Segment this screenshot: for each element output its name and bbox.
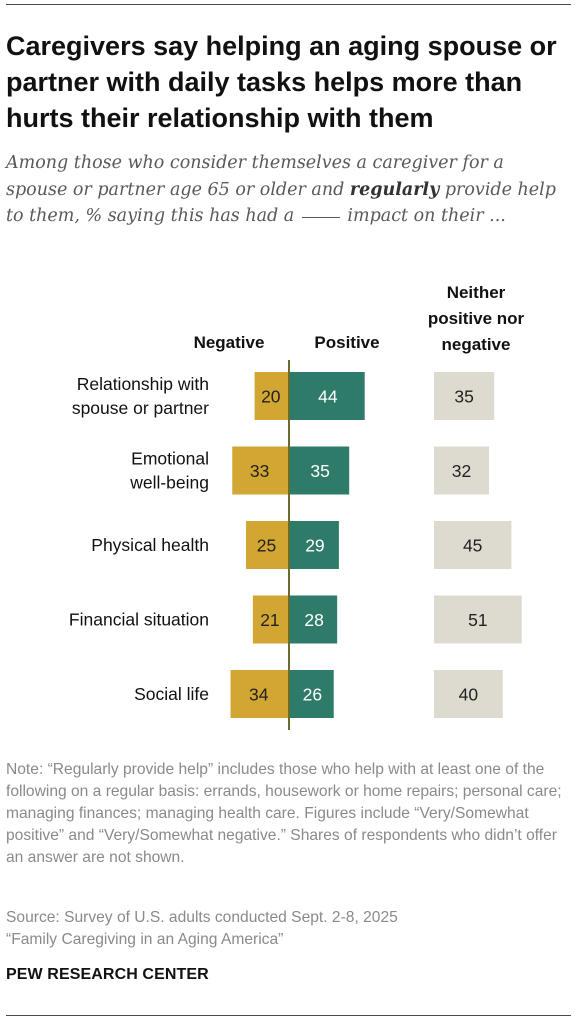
subtitle-part2: provide help to them, % saying this has … [6,179,556,227]
category-label: well-being [129,473,209,493]
bar-negative [254,372,289,420]
value-label-negative: 21 [260,610,279,630]
bar-positive [289,595,338,644]
header-positive: Positive [314,333,379,352]
value-label-negative: 33 [250,461,269,481]
bottom-rule [6,1015,571,1016]
bar-negative [252,595,289,644]
chart-note: Note: “Regularly provide help” includes … [6,761,562,866]
source-survey: Source: Survey of U.S. adults conducted … [6,909,398,926]
value-label-positive: 35 [310,461,329,481]
subtitle-emphasis: regularly [349,179,440,200]
chart-title: Caregivers say helping an aging spouse o… [6,31,557,133]
header-neither-line: Neither [447,283,506,302]
bar-positive [289,446,350,495]
header-negative: Negative [194,333,265,352]
subtitle-part3: impact on their ... [347,206,506,226]
chart-subtitle: Among those who consider themselves a ca… [6,150,566,230]
bar-neither [434,521,512,569]
pew-credit: PEW RESEARCH CENTER [6,966,209,983]
bar-positive [289,372,365,420]
bar-neither [434,595,522,644]
category-label: Physical health [91,535,209,555]
bar-neither [434,446,490,495]
value-label-neither: 32 [452,461,471,481]
value-label-negative: 34 [249,685,269,705]
header-neither-line: negative [442,335,511,354]
bar-negative [230,670,289,718]
header-neither-line: positive nor [428,309,525,328]
value-label-negative: 20 [261,387,281,407]
bar-positive [289,670,334,718]
subtitle-blank [301,217,340,218]
value-label-positive: 44 [318,387,338,407]
bar-neither [434,372,495,420]
category-label: spouse or partner [72,398,209,418]
top-rule [6,4,571,5]
subtitle-part1: Among those who consider themselves a ca… [6,153,504,200]
category-label: Emotional [131,449,209,469]
value-label-negative: 25 [257,536,276,556]
category-label: Financial situation [69,610,209,630]
category-label: Social life [134,684,209,704]
value-label-neither: 35 [454,387,473,407]
value-label-neither: 45 [463,536,482,556]
bar-neither [434,670,503,718]
value-label-positive: 29 [305,536,324,556]
value-label-neither: 51 [468,610,487,630]
value-label-positive: 26 [303,685,322,705]
value-label-neither: 40 [459,685,479,705]
bar-negative [232,446,289,495]
category-label: Relationship with [77,374,209,394]
bar-negative [246,521,289,569]
value-label-positive: 28 [304,610,323,630]
source-report: “Family Caregiving in an Aging America” [6,931,284,948]
diverging-bar-chart: Negative Positive Neither positive nor negat… [69,283,525,730]
bar-positive [289,521,339,569]
chart-source: Source: Survey of U.S. adults conducted … [6,907,574,951]
